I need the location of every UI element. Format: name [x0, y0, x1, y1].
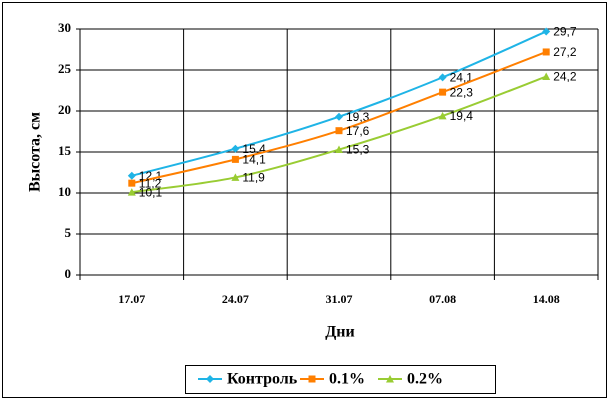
marker [542, 48, 550, 56]
data-label: 15,3 [346, 143, 370, 157]
data-label: 19,3 [346, 110, 370, 124]
marker [386, 375, 394, 383]
data-label: 14,1 [242, 153, 266, 167]
marker [128, 179, 136, 187]
y-tick-label: 25 [58, 61, 72, 76]
legend-label: Контроль [227, 371, 298, 388]
legend-label: 0.1% [329, 371, 365, 388]
marker [308, 375, 316, 383]
marker [231, 155, 239, 163]
x-tick-label: 17.07 [118, 292, 145, 306]
data-label: 22,3 [450, 85, 474, 99]
y-axis-label: Высота, см [27, 112, 44, 192]
y-tick-label: 0 [65, 266, 72, 281]
data-label: 19,4 [450, 109, 474, 123]
y-tick-label: 20 [58, 102, 71, 117]
marker [335, 145, 343, 154]
marker [127, 188, 136, 196]
data-label: 17,6 [346, 124, 370, 138]
x-tick-label: 31.07 [326, 292, 353, 306]
x-axis-label: Дни [325, 324, 354, 341]
marker [206, 375, 214, 383]
marker [542, 72, 551, 81]
marker [439, 88, 447, 96]
y-tick-label: 5 [65, 225, 72, 240]
x-tick-label: 24.07 [222, 292, 249, 306]
marker [542, 27, 551, 36]
data-label: 24,2 [553, 70, 577, 84]
marker [231, 144, 240, 153]
marker [438, 73, 447, 82]
marker [335, 127, 343, 135]
y-tick-label: 30 [58, 20, 71, 35]
x-tick-label: 14.08 [533, 292, 560, 306]
legend-label: 0.2% [407, 371, 443, 388]
data-label: 29,7 [553, 25, 577, 39]
y-tick-label: 10 [58, 184, 71, 199]
marker [438, 111, 447, 120]
data-label: 27,2 [553, 45, 577, 59]
y-tick-label: 15 [58, 143, 72, 158]
data-label: 24,1 [450, 71, 474, 85]
chart-border [2, 2, 607, 398]
legend-box [185, 365, 496, 394]
marker [231, 173, 240, 181]
data-label: 10,1 [139, 185, 163, 199]
marker [127, 171, 136, 180]
marker [335, 112, 343, 121]
data-label: 11,2 [139, 176, 162, 190]
x-tick-label: 07.08 [429, 292, 456, 306]
data-label: 11,9 [242, 171, 265, 185]
